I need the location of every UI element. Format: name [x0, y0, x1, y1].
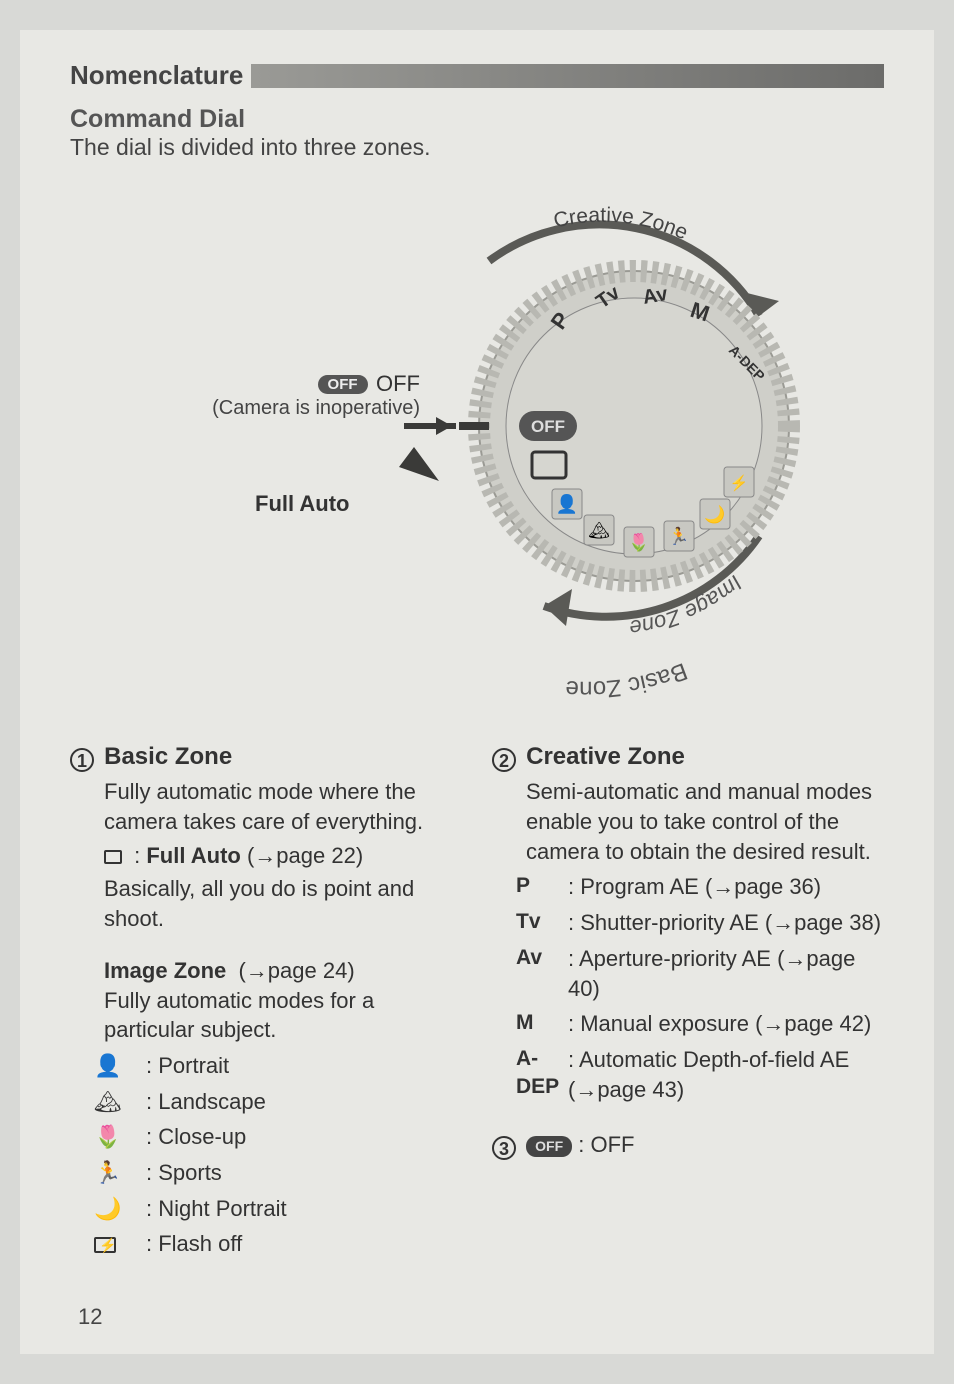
basic-zone-arc-label: Basic Zone: [565, 657, 691, 703]
creative-mode-row: Av: Aperture-priority AE (→page 40): [516, 944, 884, 1003]
creative-mode-symbol: M: [516, 1009, 568, 1037]
creative-mode-symbol: A-DEP: [516, 1045, 568, 1102]
fullauto-page: (→page 22): [247, 843, 363, 868]
svg-text:🌷: 🌷: [628, 532, 649, 552]
command-dial-heading: Command Dial: [70, 105, 884, 134]
basic-mode-row: 🏃: Sports: [94, 1158, 462, 1188]
basic-intro: Fully automatic mode where the camera ta…: [104, 777, 462, 836]
fullauto-label: Full Auto: [255, 491, 350, 517]
off-zone-pill-icon: OFF: [526, 1136, 572, 1157]
fullauto-label-text: Full Auto: [146, 843, 241, 868]
svg-text:👤: 👤: [556, 493, 578, 514]
imagezone-desc: Fully automatic modes for a particular s…: [104, 986, 462, 1045]
basic-mode-label: : Landscape: [146, 1087, 462, 1117]
svg-text:🏃: 🏃: [668, 526, 689, 546]
landscape-icon: 🏔: [94, 1087, 146, 1117]
basic-mode-row: 🌙: Night Portrait: [94, 1194, 462, 1224]
creative-mode-symbol: Tv: [516, 908, 568, 936]
imagezone-label: Image Zone: [104, 958, 226, 983]
creative-zone-title: Creative Zone: [526, 743, 685, 770]
creative-mode-row: M: Manual exposure (→page 42): [516, 1009, 884, 1039]
creative-mode-label: : Manual exposure (→page 42): [568, 1009, 884, 1039]
nomenclature-heading: Nomenclature: [70, 60, 243, 91]
creative-mode-label: : Automatic Depth-of-field AE (→page 43): [568, 1045, 884, 1104]
creative-mode-label: : Shutter-priority AE (→page 38): [568, 908, 884, 938]
dial-svg: Creative Zone Image Zone Basic Zone OFF …: [344, 171, 864, 731]
svg-text:🌙: 🌙: [704, 504, 725, 525]
dial-off-text: OFF: [531, 417, 565, 436]
header: Nomenclature: [70, 60, 884, 91]
basic-mode-row: : Flash off: [94, 1229, 462, 1259]
creative-mode-row: P: Program AE (→page 36): [516, 872, 884, 902]
off-colon: :: [578, 1132, 590, 1157]
svg-text:⚡: ⚡: [730, 474, 749, 492]
basic-mode-row: 👤: Portrait: [94, 1051, 462, 1081]
basic-zone-column: 1 Basic Zone Fully automatic mode where …: [70, 741, 462, 1259]
dial-index-mark: [459, 422, 489, 430]
dial-av: Av: [641, 283, 670, 309]
off-zone-number: 3: [492, 1136, 516, 1160]
fullauto-arrow: [399, 447, 439, 481]
flash-off-icon: [94, 1229, 146, 1259]
subtitle: The dial is divided into three zones.: [70, 134, 884, 161]
fullauto-desc: Basically, all you do is point and shoot…: [104, 874, 462, 933]
dial-diagram: Creative Zone Image Zone Basic Zone OFF …: [70, 171, 884, 731]
creative-mode-row: A-DEP: Automatic Depth-of-field AE (→pag…: [516, 1045, 884, 1104]
portrait-icon: 👤: [94, 1051, 146, 1081]
fullauto-colon: :: [134, 843, 146, 868]
image-arrow-head: [544, 589, 572, 626]
off-inoperative: (Camera is inoperative): [212, 397, 420, 419]
creative-mode-label: : Aperture-priority AE (→page 40): [568, 944, 884, 1003]
close-up-icon: 🌷: [94, 1122, 146, 1152]
off-word: OFF: [376, 371, 420, 396]
off-label-block: OFF OFF (Camera is inoperative): [160, 371, 420, 420]
creative-mode-symbol: Av: [516, 944, 568, 972]
basic-mode-label: : Portrait: [146, 1051, 462, 1081]
night-portrait-icon: 🌙: [94, 1194, 146, 1224]
creative-zone-arc-label: Creative Zone: [551, 204, 691, 245]
basic-mode-label: : Close-up: [146, 1122, 462, 1152]
basic-mode-label: : Sports: [146, 1158, 462, 1188]
creative-zone-number: 2: [492, 748, 516, 772]
basic-zone-number: 1: [70, 748, 94, 772]
creative-mode-row: Tv: Shutter-priority AE (→page 38): [516, 908, 884, 938]
svg-text:🏔: 🏔: [588, 521, 610, 540]
imagezone-page: (→page 24): [238, 958, 354, 983]
creative-mode-label: : Program AE (→page 36): [568, 872, 884, 902]
basic-mode-row: 🏔: Landscape: [94, 1087, 462, 1117]
creative-zone-column: 2 Creative Zone Semi-automatic and manua…: [492, 741, 884, 1259]
creative-intro: Semi-automatic and manual modes enable y…: [526, 777, 884, 866]
basic-mode-label: : Flash off: [146, 1229, 462, 1259]
basic-mode-label: : Night Portrait: [146, 1194, 462, 1224]
off-pill-icon: OFF: [318, 375, 368, 394]
off-zone-label: OFF: [590, 1132, 634, 1157]
basic-zone-title: Basic Zone: [104, 743, 232, 770]
header-bar: [251, 64, 884, 88]
page-number: 12: [78, 1304, 102, 1330]
sports-icon: 🏃: [94, 1158, 146, 1188]
basic-mode-row: 🌷: Close-up: [94, 1122, 462, 1152]
creative-mode-symbol: P: [516, 872, 568, 900]
fullauto-icon: [104, 850, 122, 864]
